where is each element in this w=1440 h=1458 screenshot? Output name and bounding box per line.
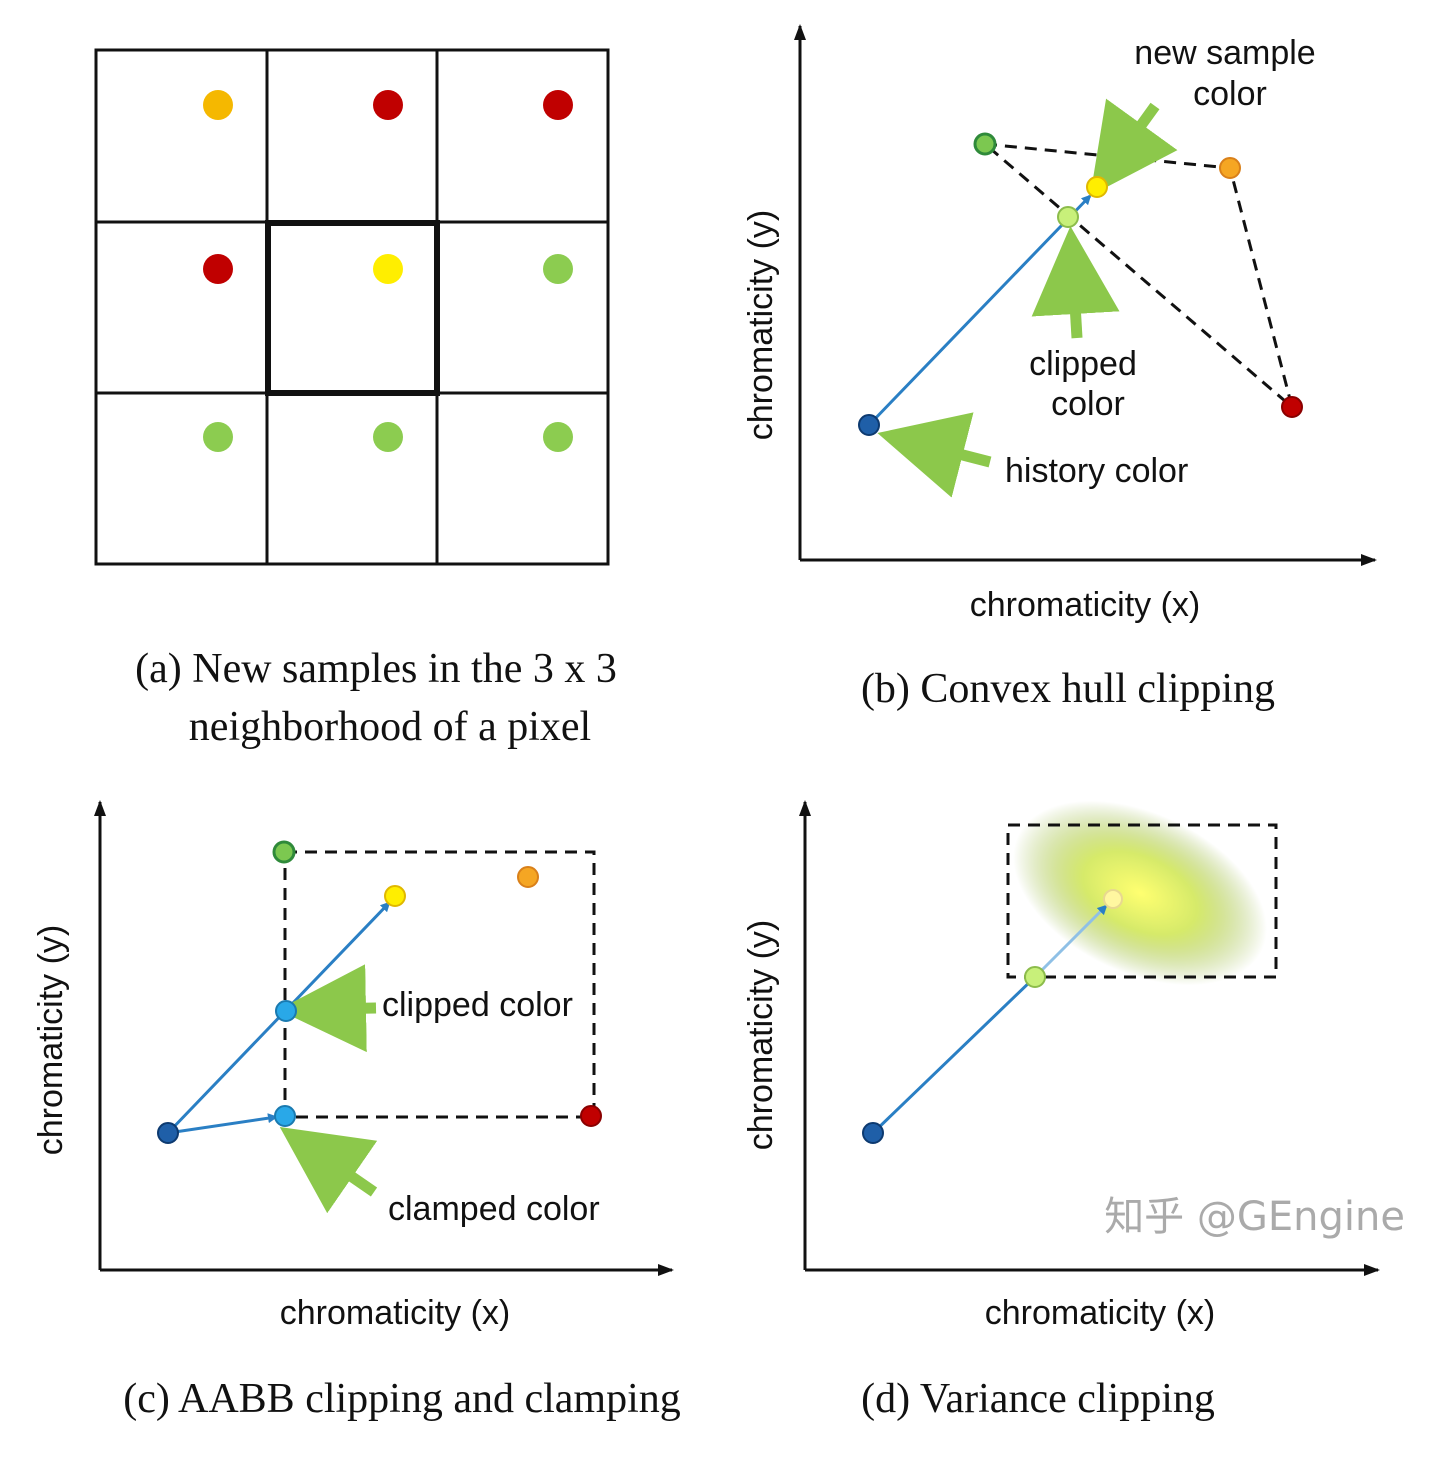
caption-a-line2: neighborhood of a pixel [189,704,591,750]
clipped-point [275,1000,297,1022]
variance-box [1006,823,1278,979]
sample-dot [203,254,233,284]
clipped-point [1057,206,1079,228]
panel-d-plot: chromaticity (y) chromaticity (x) [742,800,1380,1332]
clipped-to-new-arrow [1033,904,1108,979]
sample-dot [373,422,403,452]
sample-dot [373,90,403,120]
label-clamped: clamped color [388,1190,600,1228]
x-axis-label: chromaticity (x) [970,586,1200,624]
y-axis-label: chromaticity (y) [32,925,70,1155]
history-point [157,1122,179,1144]
history-point [862,1122,884,1144]
aabb-box [283,850,596,1119]
clipped-point [1024,966,1046,988]
sample-red [1281,396,1303,418]
sample-orange [517,866,539,888]
sample-dot [203,422,233,452]
label-clipped-1: clipped [1029,345,1137,383]
y-axis-label: chromaticity (y) [742,210,780,440]
label-new-sample-1: new sample [1134,34,1315,72]
new-sample-pointer [1090,98,1178,196]
history-to-clamped-arrow [167,1113,278,1135]
sample-green [973,132,997,156]
history-to-clipped-line [871,975,1037,1135]
panel-b-plot: new sample color clipped color history c… [742,24,1377,624]
sample-dot [543,90,573,120]
sample-red [580,1105,602,1127]
label-history: history color [1005,452,1188,490]
center-pixel-cell [265,220,440,396]
sample-dot [543,422,573,452]
sample-dot [543,254,573,284]
label-clipped-2: color [1051,385,1125,423]
clamped-point [274,1105,296,1127]
caption-c: (c) AABB clipping and clamping [123,1376,681,1422]
caption-a-line1: (a) New samples in the 3 x 3 [135,646,617,692]
y-axis-label: chromaticity (y) [742,920,780,1150]
clamped-pointer [279,1127,378,1214]
caption-b: (b) Convex hull clipping [861,666,1275,712]
history-point [858,414,880,436]
x-axis-label: chromaticity (x) [280,1294,510,1332]
watermark: 知乎 @GEngine [1104,1194,1405,1240]
sample-green [272,840,296,864]
new-sample-point [1086,176,1108,198]
panel-a-grid [94,48,610,566]
sample-dot [203,90,233,120]
x-axis-label: chromaticity (x) [985,1294,1215,1332]
label-new-sample-2: color [1193,75,1267,113]
new-sample-point [384,885,406,907]
variance-distribution [1013,800,1267,986]
label-clipped: clipped color [382,986,573,1024]
panel-c-plot: clipped color clamped color chromaticity… [32,800,674,1332]
clipped-pointer [278,964,377,1053]
caption-d: (d) Variance clipping [861,1376,1215,1422]
sample-dot [373,254,403,284]
clipped-pointer [1031,226,1120,339]
new-sample-point [1103,889,1123,909]
sample-orange [1219,157,1241,179]
history-pointer [877,412,992,498]
